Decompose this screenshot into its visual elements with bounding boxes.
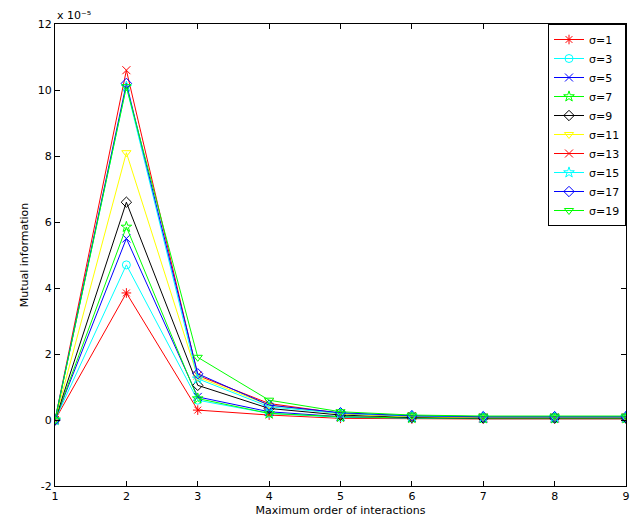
svg-text:4: 4: [45, 282, 52, 295]
svg-text:3: 3: [194, 490, 201, 503]
svg-text:Maximum order of interactions: Maximum order of interactions: [256, 504, 426, 517]
svg-text:σ=7: σ=7: [589, 91, 612, 104]
svg-text:2: 2: [123, 490, 130, 503]
svg-text:σ=15: σ=15: [589, 167, 619, 180]
svg-text:-2: -2: [41, 480, 52, 493]
svg-text:6: 6: [45, 216, 52, 229]
svg-text:9: 9: [623, 490, 630, 503]
svg-text:0: 0: [45, 414, 52, 427]
svg-text:4: 4: [266, 490, 273, 503]
svg-text:σ=11: σ=11: [589, 129, 619, 142]
svg-text:1: 1: [52, 490, 59, 503]
svg-text:σ=9: σ=9: [589, 110, 612, 123]
svg-text:2: 2: [45, 348, 52, 361]
svg-text:Mutual information: Mutual information: [18, 203, 31, 308]
svg-text:7: 7: [480, 490, 487, 503]
svg-text:σ=13: σ=13: [589, 148, 619, 161]
svg-text:σ=19: σ=19: [589, 205, 619, 218]
svg-text:5: 5: [337, 490, 344, 503]
svg-text:σ=3: σ=3: [589, 53, 612, 66]
svg-text:10: 10: [38, 84, 52, 97]
svg-text:8: 8: [551, 490, 558, 503]
svg-text:σ=5: σ=5: [589, 72, 612, 85]
svg-text:12: 12: [38, 18, 52, 31]
svg-text:σ=1: σ=1: [589, 34, 612, 47]
svg-text:σ=17: σ=17: [589, 186, 619, 199]
svg-text:6: 6: [408, 490, 415, 503]
svg-text:x 10⁻⁵: x 10⁻⁵: [57, 9, 91, 22]
svg-text:8: 8: [45, 150, 52, 163]
